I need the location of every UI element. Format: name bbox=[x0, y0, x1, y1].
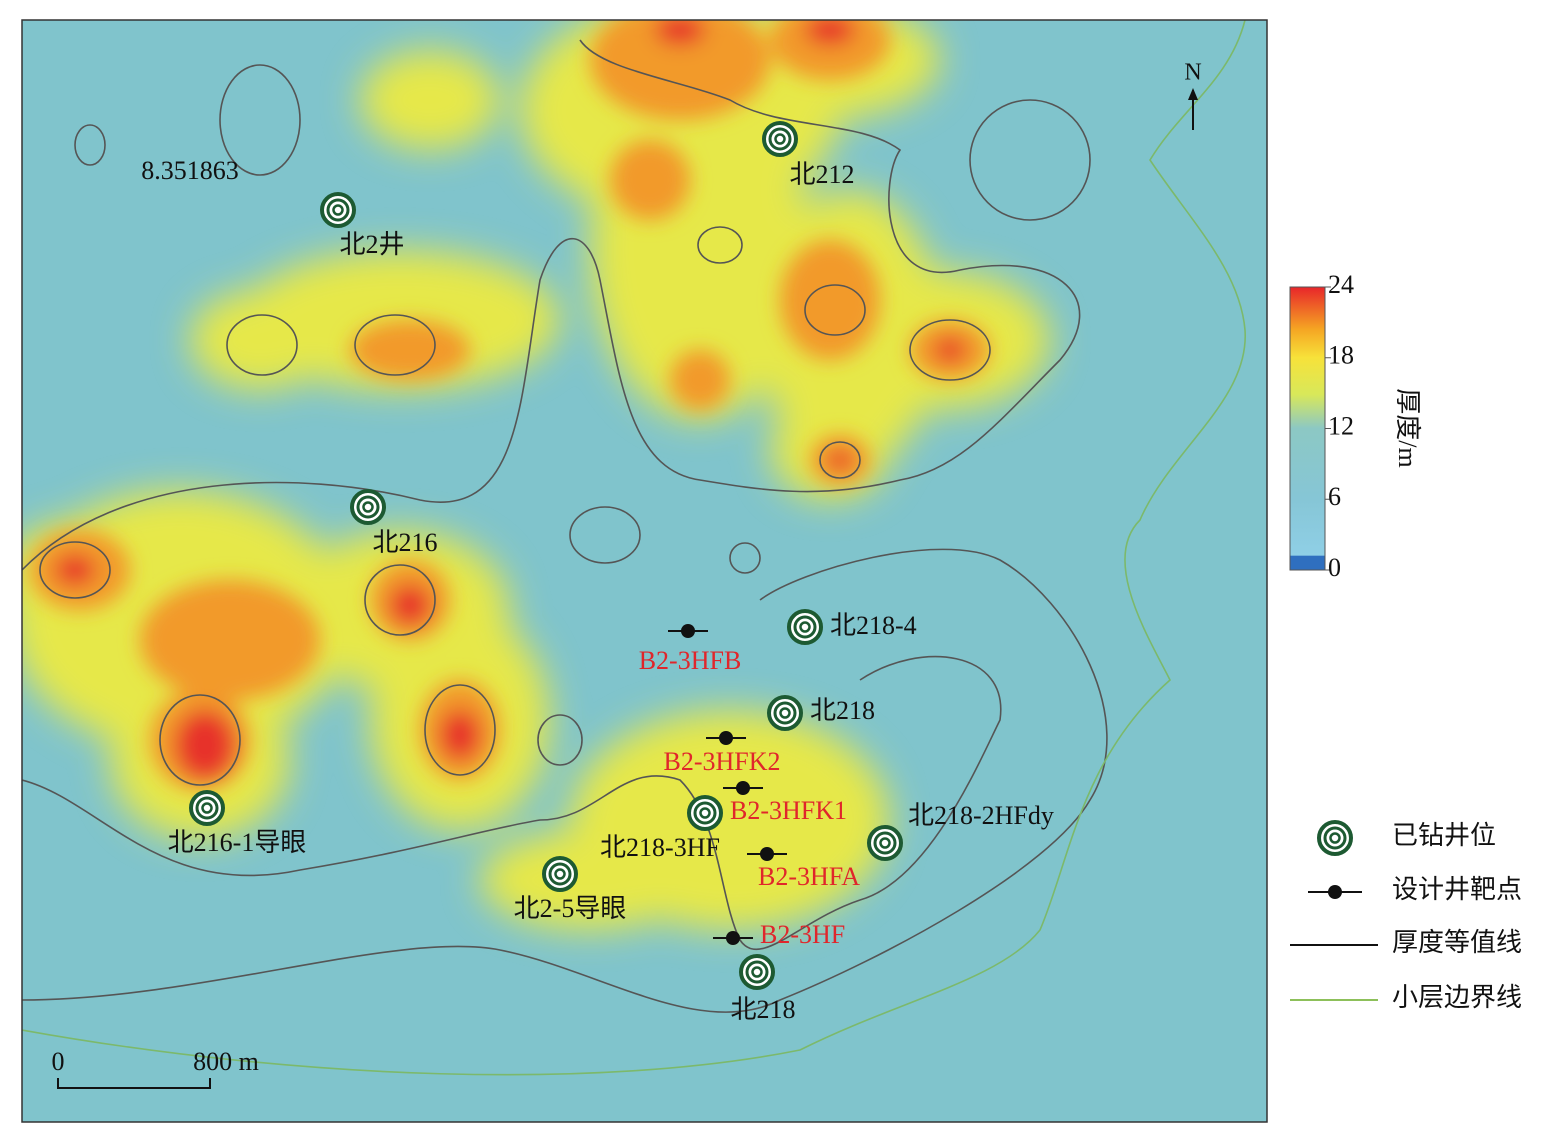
scale-end: 800 m bbox=[193, 1047, 259, 1076]
well-label: 北218-2HFdy bbox=[908, 801, 1054, 830]
well-label: 北2井 bbox=[339, 230, 404, 259]
contours bbox=[22, 39, 1108, 1013]
well-label: 北212 bbox=[789, 160, 854, 189]
well-symbol bbox=[786, 608, 824, 646]
north-label: N bbox=[1184, 60, 1201, 86]
well-label: 北216-1导眼 bbox=[168, 828, 307, 857]
map-area bbox=[22, 20, 1267, 1122]
legend-label: 厚度等值线 bbox=[1392, 928, 1522, 957]
legend-target-dot bbox=[1328, 885, 1342, 899]
peak-zone bbox=[828, 450, 852, 470]
target-point bbox=[726, 931, 740, 945]
colorbar-title: 厚度/m bbox=[1393, 388, 1422, 467]
target-label: B2-3HFK1 bbox=[730, 796, 847, 825]
map-frame bbox=[21, 19, 1268, 1123]
peak-zone bbox=[935, 338, 965, 362]
hot-zone bbox=[140, 580, 320, 700]
well-label: 北218-3HF bbox=[600, 833, 720, 862]
peak-zone bbox=[390, 585, 430, 625]
legend-label: 小层边界线 bbox=[1392, 983, 1522, 1012]
target-point bbox=[681, 624, 695, 638]
hot-zone bbox=[670, 350, 730, 410]
colorbar-tick-label: 24 bbox=[1328, 270, 1354, 299]
well-symbol bbox=[766, 694, 804, 732]
target-label: B2-3HFB bbox=[639, 646, 742, 675]
colorbar-tick-label: 18 bbox=[1328, 341, 1354, 370]
target-label: B2-3HFA bbox=[758, 862, 860, 891]
peak-zone bbox=[655, 20, 705, 45]
legend-label: 设计井靶点 bbox=[1392, 875, 1522, 904]
hot-zone bbox=[770, 20, 890, 80]
peak-zone bbox=[55, 555, 95, 585]
hot-zone bbox=[610, 140, 690, 220]
well-label: 北216 bbox=[372, 528, 437, 557]
thick-zone bbox=[480, 830, 700, 930]
thick-zone bbox=[190, 290, 330, 390]
well-label: 北218 bbox=[810, 696, 875, 725]
hot-zone bbox=[590, 20, 770, 120]
well-label: 北218 bbox=[730, 995, 795, 1024]
colorbar-tick-label: 6 bbox=[1328, 482, 1341, 511]
target-point bbox=[760, 847, 774, 861]
colorbar bbox=[1289, 286, 1326, 571]
thick-zone bbox=[360, 50, 500, 150]
hot-zone bbox=[350, 320, 470, 380]
legend-label: 已钻井位 bbox=[1392, 821, 1496, 850]
well-label: 北218-4 bbox=[830, 611, 917, 640]
legend-well-icon bbox=[1316, 819, 1354, 857]
well-symbol bbox=[188, 789, 226, 827]
well-symbol bbox=[349, 488, 387, 526]
well-label: 北2-5导眼 bbox=[514, 894, 627, 923]
scale-bar bbox=[57, 1078, 211, 1089]
well-symbol bbox=[761, 120, 799, 158]
well-symbol bbox=[541, 855, 579, 893]
scale-start: 0 bbox=[52, 1047, 65, 1076]
peak-zone bbox=[440, 710, 480, 760]
well-symbol bbox=[319, 191, 357, 229]
target-label: B2-3HFK2 bbox=[663, 747, 780, 776]
target-point bbox=[736, 781, 750, 795]
contour-label: 8.351863 bbox=[141, 156, 239, 185]
well-symbol bbox=[686, 794, 724, 832]
well-symbol bbox=[866, 824, 904, 862]
peak-zone bbox=[805, 20, 855, 45]
well-symbol bbox=[738, 953, 776, 991]
colorbar-tick-label: 12 bbox=[1328, 411, 1354, 440]
target-point bbox=[719, 731, 733, 745]
north-arrow-head bbox=[1188, 88, 1198, 100]
target-label: B2-3HF bbox=[760, 920, 845, 949]
hot-zone bbox=[780, 240, 880, 360]
colorbar-tick-label: 0 bbox=[1328, 553, 1341, 582]
layer-boundary bbox=[22, 20, 1246, 1076]
peak-zone bbox=[175, 710, 235, 780]
